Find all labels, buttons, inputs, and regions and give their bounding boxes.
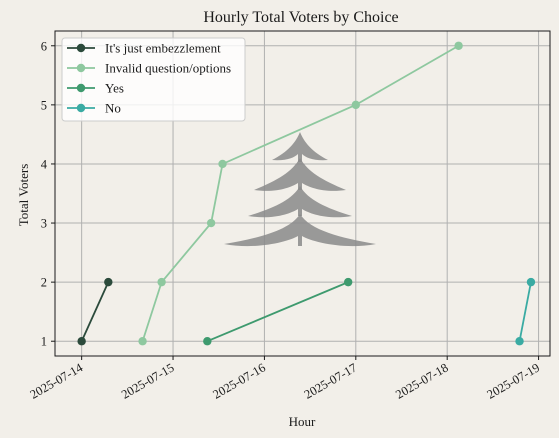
legend-label: No xyxy=(105,101,121,116)
y-tick-label: 2 xyxy=(41,276,47,290)
y-tick-label: 5 xyxy=(41,98,47,112)
legend-swatch-marker xyxy=(76,83,86,93)
series-line xyxy=(518,281,532,342)
data-point xyxy=(515,337,524,346)
data-point xyxy=(218,159,227,169)
y-tick-label: 6 xyxy=(41,39,47,53)
data-point xyxy=(526,277,536,287)
data-point xyxy=(104,277,113,287)
series-line xyxy=(141,44,460,342)
legend-swatch-marker xyxy=(76,43,86,53)
data-point xyxy=(351,100,361,110)
series-line xyxy=(206,281,349,343)
series-layer xyxy=(77,41,536,346)
plot-frame xyxy=(54,30,551,357)
series-line xyxy=(80,281,110,342)
data-point xyxy=(206,218,216,228)
chart-title: Hourly Total Voters by Choice xyxy=(203,9,398,26)
legend-label: Invalid question/options xyxy=(105,61,231,76)
legend-swatch-marker xyxy=(76,63,86,73)
data-point xyxy=(157,277,166,287)
legend-box xyxy=(61,37,246,122)
legend: It's just embezzlement Invalid question/o… xyxy=(61,37,246,122)
data-point xyxy=(203,337,212,346)
y-tick-label: 3 xyxy=(41,217,47,231)
y-tick-label: 4 xyxy=(41,157,48,171)
data-point xyxy=(343,277,353,287)
data-point xyxy=(138,337,147,346)
y-axis-label: Total Voters xyxy=(16,164,31,227)
data-point xyxy=(454,41,463,50)
data-point xyxy=(77,337,86,346)
legend-label: Yes xyxy=(105,81,124,96)
y-tick-label: 1 xyxy=(41,335,47,349)
tree-logo-watermark xyxy=(224,132,376,247)
legend-swatch-marker xyxy=(76,103,86,113)
legend-label: It's just embezzlement xyxy=(105,41,221,56)
x-axis-label: Hour xyxy=(289,414,316,429)
